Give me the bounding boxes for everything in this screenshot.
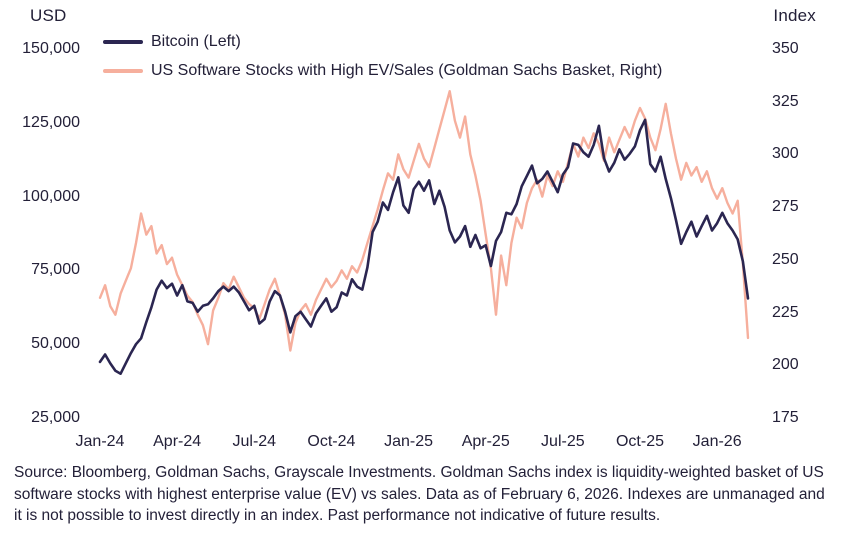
x-axis-tick-label: Apr-24 — [153, 433, 202, 450]
left-axis-tick-label: 25,000 — [31, 409, 80, 426]
bitcoin-line-swatch — [103, 40, 143, 44]
right-axis-tick-label: 275 — [772, 198, 799, 216]
right-axis-tick-label: 350 — [772, 40, 799, 57]
right-axis-tick-label: 225 — [772, 303, 799, 321]
x-axis-tick-label: Oct-25 — [615, 433, 664, 450]
x-axis-tick-label: Jan-24 — [75, 433, 125, 450]
legend-item-bitcoin: Bitcoin (Left) — [103, 33, 662, 51]
x-axis-tick-label: Jul-25 — [541, 433, 585, 450]
bitcoin-line — [98, 118, 750, 376]
right-axis-title: Index — [773, 6, 816, 25]
left-axis-tick-label: 125,000 — [22, 113, 80, 131]
left-axis-title: USD — [30, 6, 67, 25]
right-axis-tick-label: 200 — [772, 356, 799, 374]
left-axis-tick-label: 150,000 — [22, 40, 80, 57]
right-axis-tick-label: 250 — [772, 250, 799, 268]
software-stocks-line — [98, 90, 750, 352]
left-axis-tick-label: 100,000 — [22, 187, 80, 205]
left-axis-tick-label: 75,000 — [31, 261, 80, 279]
software-stocks-line-swatch — [103, 69, 143, 73]
right-axis-tick-label: 325 — [772, 92, 799, 110]
right-axis-tick-label: 300 — [772, 145, 799, 163]
left-axis-tick-label: 50,000 — [31, 335, 80, 353]
right-axis-tick-label: 175 — [772, 409, 799, 426]
x-axis-tick-label: Oct-24 — [307, 433, 356, 450]
x-axis-tick-label: Jan-26 — [692, 433, 742, 450]
legend: Bitcoin (Left) US Software Stocks with H… — [103, 33, 662, 80]
x-axis-tick-label: Jan-25 — [384, 433, 434, 450]
legend-label-bitcoin: Bitcoin (Left) — [151, 33, 241, 50]
legend-item-software-stocks: US Software Stocks with High EV/Sales (G… — [103, 62, 662, 80]
source-footnote: Source: Bloomberg, Goldman Sachs, Graysc… — [14, 464, 825, 525]
x-axis-tick-label: Apr-25 — [461, 433, 510, 450]
chart-svg — [98, 90, 750, 376]
legend-label-software-stocks: US Software Stocks with High EV/Sales (G… — [151, 62, 663, 79]
chart-container: USD Index Bitcoin (Left) US Software Sto… — [22, 6, 816, 450]
x-axis-tick-label: Jul-24 — [232, 433, 277, 450]
